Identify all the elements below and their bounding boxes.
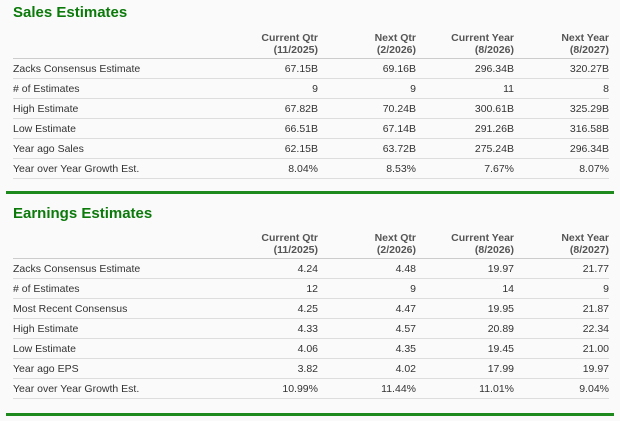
cell: 325.29B [514, 98, 609, 119]
sales-estimates-section: Sales Estimates Current Qtr (11/2025) Nex… [0, 0, 620, 195]
earnings-estimates-table: Current Qtr (11/2025) Next Qtr (2/2026) Cu… [13, 232, 609, 399]
cell: 21.00 [514, 338, 609, 359]
table-header-row: Current Qtr (11/2025) Next Qtr (2/2026) Cu… [13, 232, 609, 259]
table-row: Year ago Sales 62.15B 63.72B 275.24B 296.34B [13, 138, 609, 159]
table-row: Year over Year Growth Est. 10.99% 11.44% 11… [13, 378, 609, 399]
cell: 19.97 [416, 258, 514, 279]
cell: 296.34B [514, 138, 609, 159]
table-row: # of Estimates 9 9 11 8 [13, 78, 609, 99]
cell: 66.51B [233, 118, 318, 139]
cell: 63.72B [318, 138, 416, 159]
sales-estimates-table: Current Qtr (11/2025) Next Qtr (2/2026) Cu… [13, 32, 609, 179]
row-label: Year over Year Growth Est. [13, 158, 233, 179]
row-label: Most Recent Consensus [13, 298, 233, 319]
cell: 9 [514, 278, 609, 299]
cell: 8.07% [514, 158, 609, 179]
cell: 11.44% [318, 378, 416, 399]
cell: 8.53% [318, 158, 416, 179]
cell: 17.99 [416, 358, 514, 379]
row-label: # of Estimates [13, 278, 233, 299]
cell: 4.48 [318, 258, 416, 279]
cell: 67.15B [233, 58, 318, 79]
header-next-year: Next Year (8/2027) [514, 232, 609, 259]
cell: 19.97 [514, 358, 609, 379]
table-row: # of Estimates 12 9 14 9 [13, 278, 609, 299]
row-label: Year ago EPS [13, 358, 233, 379]
cell: 4.24 [233, 258, 318, 279]
cell: 11 [416, 78, 514, 99]
cell: 12 [233, 278, 318, 299]
earnings-estimates-title: Earnings Estimates [13, 205, 153, 222]
row-label: High Estimate [13, 98, 233, 119]
cell: 4.02 [318, 358, 416, 379]
cell: 21.87 [514, 298, 609, 319]
cell: 300.61B [416, 98, 514, 119]
table-row: High Estimate 67.82B 70.24B 300.61B 325.29B [13, 98, 609, 119]
cell: 316.58B [514, 118, 609, 139]
cell: 4.06 [233, 338, 318, 359]
cell: 20.89 [416, 318, 514, 339]
row-label: High Estimate [13, 318, 233, 339]
row-label: Low Estimate [13, 118, 233, 139]
row-label: Year over Year Growth Est. [13, 378, 233, 399]
row-label: # of Estimates [13, 78, 233, 99]
earnings-estimates-section: Earnings Estimates Current Qtr (11/2025) … [0, 200, 620, 415]
table-row: Low Estimate 4.06 4.35 19.45 21.00 [13, 338, 609, 359]
row-label: Low Estimate [13, 338, 233, 359]
cell: 8.04% [233, 158, 318, 179]
header-next-year: Next Year (8/2027) [514, 32, 609, 59]
row-label: Zacks Consensus Estimate [13, 258, 233, 279]
cell: 69.16B [318, 58, 416, 79]
cell: 67.82B [233, 98, 318, 119]
table-row: Most Recent Consensus 4.25 4.47 19.95 21.87 [13, 298, 609, 319]
cell: 10.99% [233, 378, 318, 399]
table-row: Year ago EPS 3.82 4.02 17.99 19.97 [13, 358, 609, 379]
header-current-qtr: Current Qtr (11/2025) [233, 232, 318, 259]
header-label [13, 32, 233, 59]
cell: 62.15B [233, 138, 318, 159]
cell: 19.45 [416, 338, 514, 359]
sales-estimates-title: Sales Estimates [13, 4, 128, 21]
table-row: Zacks Consensus Estimate 4.24 4.48 19.97 21.… [13, 258, 609, 279]
cell: 9 [318, 78, 416, 99]
cell: 9.04% [514, 378, 609, 399]
header-current-year: Current Year (8/2026) [416, 232, 514, 259]
cell: 3.82 [233, 358, 318, 379]
cell: 22.34 [514, 318, 609, 339]
table-row: Zacks Consensus Estimate 67.15B 69.16B 296.… [13, 58, 609, 79]
cell: 4.57 [318, 318, 416, 339]
cell: 296.34B [416, 58, 514, 79]
header-next-qtr: Next Qtr (2/2026) [318, 232, 416, 259]
section-divider [6, 191, 614, 194]
cell: 291.26B [416, 118, 514, 139]
cell: 9 [318, 278, 416, 299]
row-label: Zacks Consensus Estimate [13, 58, 233, 79]
table-header-row: Current Qtr (11/2025) Next Qtr (2/2026) Cu… [13, 32, 609, 59]
cell: 4.25 [233, 298, 318, 319]
row-label: Year ago Sales [13, 138, 233, 159]
header-current-qtr: Current Qtr (11/2025) [233, 32, 318, 59]
table-row: Year over Year Growth Est. 8.04% 8.53% 7.67… [13, 158, 609, 179]
cell: 14 [416, 278, 514, 299]
table-row: High Estimate 4.33 4.57 20.89 22.34 [13, 318, 609, 339]
cell: 4.47 [318, 298, 416, 319]
section-divider [6, 413, 614, 416]
cell: 70.24B [318, 98, 416, 119]
header-label [13, 232, 233, 259]
table-row: Low Estimate 66.51B 67.14B 291.26B 316.58B [13, 118, 609, 139]
cell: 9 [233, 78, 318, 99]
cell: 320.27B [514, 58, 609, 79]
cell: 21.77 [514, 258, 609, 279]
cell: 4.35 [318, 338, 416, 359]
cell: 8 [514, 78, 609, 99]
cell: 4.33 [233, 318, 318, 339]
header-current-year: Current Year (8/2026) [416, 32, 514, 59]
cell: 11.01% [416, 378, 514, 399]
cell: 275.24B [416, 138, 514, 159]
header-next-qtr: Next Qtr (2/2026) [318, 32, 416, 59]
cell: 19.95 [416, 298, 514, 319]
cell: 67.14B [318, 118, 416, 139]
cell: 7.67% [416, 158, 514, 179]
